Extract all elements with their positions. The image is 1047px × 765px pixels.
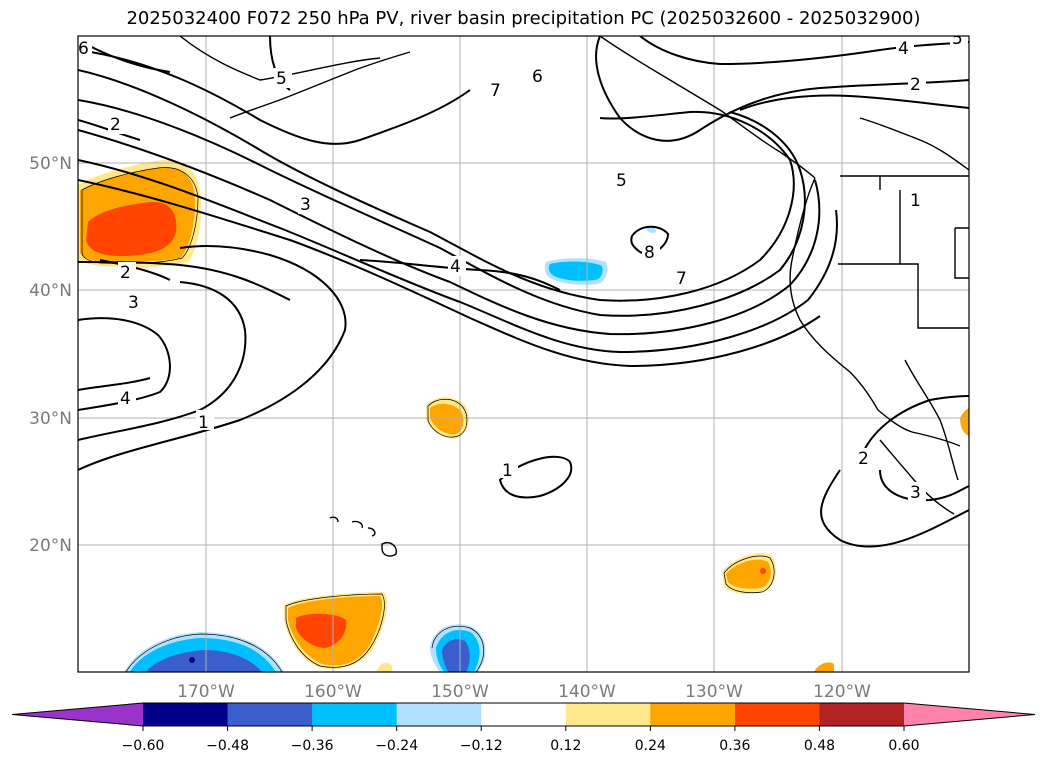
hawaii-islands [329, 516, 397, 557]
contour-label: 3 [910, 483, 921, 503]
colorbar-label: −0.60 [122, 738, 165, 754]
contour-label: 2 [110, 115, 121, 135]
lon-label-160w: 160°W [304, 682, 362, 702]
colorbar-label: −0.24 [375, 738, 418, 754]
colorbar-label: 0.36 [719, 738, 750, 754]
contour-label: 4 [898, 39, 909, 59]
positive-anomaly-patch [960, 408, 969, 436]
colorbar-label: −0.12 [460, 738, 503, 754]
contour-label: 1 [910, 191, 921, 211]
contour-labels: 1 1 2 2 2 2 3 3 3 4 4 4 5 5 [78, 29, 968, 503]
map-area [78, 36, 969, 672]
longitude-labels: 170°W 160°W 150°W 140°W 130°W 120°W [177, 682, 871, 702]
colorbar-label: −0.48 [206, 738, 249, 754]
lat-label-20n: 20°N [29, 536, 72, 556]
graticule [78, 36, 969, 672]
positive-anomaly-patch [760, 568, 766, 574]
negative-anomaly-patch [442, 639, 470, 672]
map-title: 2025032400 F072 250 hPa PV, river basin … [126, 8, 921, 29]
pv-contours [78, 36, 969, 548]
colorbar-label: 0.60 [888, 738, 919, 754]
contour-label: 8 [644, 243, 655, 263]
colorbar: −0.60 −0.48 −0.36 −0.24 −0.12 0.12 0.24 0.36 0.4… [11, 702, 1036, 754]
positive-anomaly-patch [296, 613, 347, 648]
contour-label: 2 [910, 75, 921, 95]
contour-label: 5 [616, 171, 627, 191]
precip-outlines [81, 167, 775, 672]
contour-label: 4 [120, 389, 131, 409]
lat-label-50n: 50°N [29, 154, 72, 174]
contour-label: 7 [676, 269, 687, 289]
colorbar-box [565, 703, 651, 726]
contour-label: 7 [490, 81, 501, 101]
lon-label-170w: 170°W [177, 682, 235, 702]
contour-label: 6 [532, 67, 543, 87]
positive-anomaly-patch [814, 662, 834, 672]
colorbar-box [227, 703, 313, 726]
colorbar-box [396, 703, 482, 726]
contour-label: 3 [128, 293, 139, 313]
contour-label: 5 [952, 29, 963, 49]
colorbar-label: 0.12 [550, 738, 581, 754]
lon-label-130w: 130°W [685, 682, 743, 702]
map-frame [77, 35, 970, 673]
positive-anomaly-patch [726, 559, 771, 589]
colorbar-box [481, 703, 567, 726]
negative-anomaly-patch [189, 657, 195, 663]
positive-anomaly-patch [430, 403, 464, 435]
negative-anomaly-patch [548, 261, 603, 281]
colorbar-box [650, 703, 736, 726]
negative-anomaly-patch [146, 650, 262, 672]
colorbar-extend-high [904, 703, 1035, 726]
colorbar-box [819, 703, 905, 726]
contour-label: 6 [78, 39, 89, 59]
colorbar-box [312, 703, 398, 726]
colorbar-label: 0.48 [804, 738, 835, 754]
lat-label-30n: 30°N [29, 409, 72, 429]
contour-label: 2 [858, 449, 869, 469]
lon-label-120w: 120°W [813, 682, 871, 702]
contour-label: 2 [120, 263, 131, 283]
lat-label-40n: 40°N [29, 281, 72, 301]
lon-label-150w: 150°W [431, 682, 489, 702]
colorbar-label: −0.36 [291, 738, 334, 754]
contour-label: 3 [300, 195, 311, 215]
positive-anomaly-patch [86, 201, 177, 256]
contour-label: 5 [276, 69, 287, 89]
contour-label: 1 [198, 413, 209, 433]
contour-label: 1 [502, 461, 513, 481]
positive-anomaly-patch [376, 662, 392, 672]
lon-label-140w: 140°W [558, 682, 616, 702]
colorbar-box [734, 703, 820, 726]
colorbar-box [143, 703, 229, 726]
colorbar-label: 0.24 [635, 738, 666, 754]
colorbar-extend-low [12, 703, 143, 726]
latitude-labels: 50°N 40°N 30°N 20°N [29, 154, 72, 556]
contour-label: 4 [450, 257, 461, 277]
